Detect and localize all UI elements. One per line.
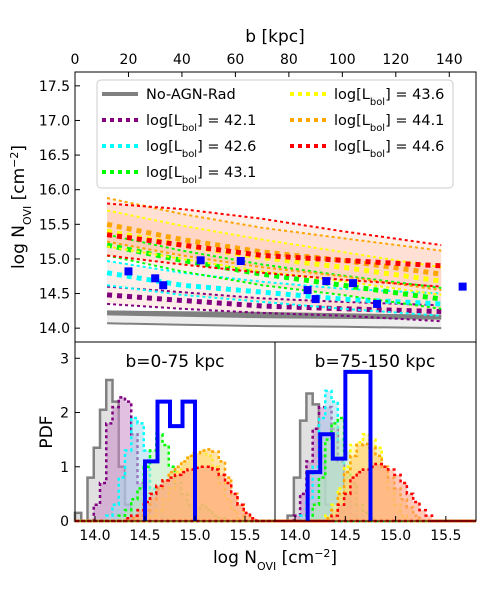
legend-label-no-agn-rad: No-AGN-Rad	[146, 87, 236, 103]
observation-marker	[236, 257, 245, 265]
top-x-tick-label: 80	[280, 52, 298, 68]
hist-fill-42-6	[75, 417, 275, 521]
hist-x-tick-label: 14.5	[330, 528, 361, 544]
legend-entry-44-6: log[Lbol] = 44.6	[290, 139, 444, 160]
top-y-tick-label: 15.0	[39, 252, 70, 268]
legend-label-44-1: log[Lbol] = 44.1	[334, 113, 444, 134]
band-edge-42-6	[106, 260, 442, 295]
band-edge-42-1	[107, 302, 442, 323]
median-line-44-6	[106, 232, 442, 269]
band-edge-44-1	[106, 240, 442, 292]
observation-marker	[124, 267, 133, 276]
inner-histograms	[73, 378, 275, 523]
top-y-tick-label: 16.5	[39, 148, 70, 164]
hist-fill-44-6	[275, 464, 476, 521]
top-x-tick-label: 120	[382, 52, 409, 68]
legend: No-AGN-Rad log[Lbol] = 42.1 log[Lbol] = …	[96, 79, 454, 189]
top-y-tick-label: 15.5	[39, 217, 70, 233]
bottom-x-axis-label: log NOVI [cm−2]	[213, 547, 337, 573]
band-edge-43-1	[106, 254, 442, 310]
observation-marker	[151, 274, 160, 283]
band-edge-42-1	[107, 285, 442, 307]
top-y-axis-label: log NOVI [cm−2]	[8, 145, 34, 269]
hist-y-tick-label: 1	[60, 460, 69, 476]
histogram-panel-inner: 14.0 14.5 15.0 15.5 0 1 2 3 b=0-75 kpc PDF	[37, 341, 276, 544]
band-edge-43-1	[106, 233, 442, 289]
hist-y-tick-label: 2	[60, 406, 69, 422]
legend-entry-42-6: log[Lbol] = 42.6	[102, 139, 256, 160]
observation-marker	[458, 282, 467, 291]
legend-label-42-1: log[Lbol] = 42.1	[146, 113, 256, 134]
bl-y-ticks: 0 1 2 3	[60, 351, 80, 530]
top-x-ticks: 0 20 40 60 80 100 120 140	[71, 52, 463, 77]
observation-marker	[311, 295, 320, 304]
observation-marker	[303, 286, 312, 295]
top-x-tick-label: 100	[329, 52, 356, 68]
pdf-axis-label: PDF	[37, 415, 57, 448]
hist-x-tick-label: 15.0	[179, 528, 210, 544]
band-edge-42-6	[106, 284, 442, 317]
observation-marker	[349, 279, 358, 288]
band-43-6	[107, 210, 442, 295]
top-x-tick-label: 0	[71, 52, 80, 68]
observation-marker	[373, 299, 382, 308]
top-y-tick-label: 17.5	[39, 79, 70, 95]
top-x-tick-label: 60	[226, 52, 244, 68]
band-edge-no-agn-rad	[107, 322, 442, 330]
band-edge-44-6	[106, 254, 442, 288]
hist-observations	[305, 369, 373, 521]
band-edge-44-1	[106, 197, 442, 252]
observation-marker	[159, 281, 168, 290]
hist-x-tick-label: 14.5	[129, 528, 160, 544]
top-y-ticks: 14.0 14.5 15.0 15.5 16.0 16.5 17.0 17.5	[39, 79, 80, 337]
band-44-6	[107, 203, 442, 287]
legend-label-43-6: log[Lbol] = 43.6	[334, 87, 444, 108]
histogram-panel-outer: 14.0 14.5 15.0 15.5 b=75-150 kpc	[274, 341, 477, 544]
bl-panel-title: b=0-75 kpc	[125, 352, 224, 372]
band-edge-43-6	[106, 245, 442, 296]
legend-label-44-6: log[Lbol] = 44.6	[334, 139, 444, 160]
hist-y-tick-label: 0	[60, 514, 69, 530]
hist-x-tick-label: 14.0	[280, 528, 311, 544]
top-y-tick-label: 17.0	[39, 113, 70, 129]
band-edge-43-6	[106, 209, 442, 269]
legend-entry-no-agn-rad: No-AGN-Rad	[102, 87, 236, 103]
legend-entry-42-1: log[Lbol] = 42.1	[102, 113, 256, 134]
median-line-no-agn-rad	[107, 310, 442, 320]
observation-marker	[322, 277, 331, 286]
legend-box	[96, 79, 454, 189]
br-axes-frame	[274, 341, 477, 522]
bl-x-ticks: 14.0 14.5 15.0 15.5	[79, 516, 261, 544]
legend-entry-44-1: log[Lbol] = 44.1	[290, 113, 444, 134]
top-y-tick-label: 16.0	[39, 183, 70, 199]
hist-observations	[143, 399, 197, 521]
top-y-tick-label: 14.5	[39, 287, 70, 303]
top-x-tick-label: 140	[436, 52, 463, 68]
br-panel-title: b=75-150 kpc	[315, 352, 436, 372]
top-x-axis-label: b [kpc]	[245, 27, 304, 47]
hist-y-tick-label: 3	[60, 351, 69, 367]
observation-marker	[196, 256, 205, 265]
hist-x-tick-label: 14.0	[79, 528, 110, 544]
legend-label-42-6: log[Lbol] = 42.6	[146, 139, 256, 160]
legend-entry-43-1: log[Lbol] = 43.1	[102, 165, 256, 186]
band-edge-44-6	[107, 202, 442, 247]
legend-label-43-1: log[Lbol] = 43.1	[146, 165, 256, 186]
hist-x-tick-label: 15.0	[380, 528, 411, 544]
column-density-vs-impact-parameter-panel: 0 20 40 60 80 100 120 140 14.014.515.015.516.01…	[8, 27, 477, 343]
hist-x-tick-label: 15.5	[229, 528, 260, 544]
hist-outline-44-6	[75, 465, 275, 523]
top-x-tick-label: 20	[120, 52, 138, 68]
hist-x-tick-label: 15.5	[430, 528, 461, 544]
br-x-ticks: 14.0 14.5 15.0 15.5	[280, 516, 461, 544]
observation-markers	[124, 256, 467, 308]
outer-histograms	[275, 369, 476, 523]
median-line-42-1	[106, 292, 442, 315]
top-y-tick-label: 14.0	[39, 321, 70, 337]
legend-entry-43-6: log[Lbol] = 43.6	[290, 87, 444, 108]
top-x-tick-label: 40	[173, 52, 191, 68]
median-line-44-1	[106, 221, 442, 277]
